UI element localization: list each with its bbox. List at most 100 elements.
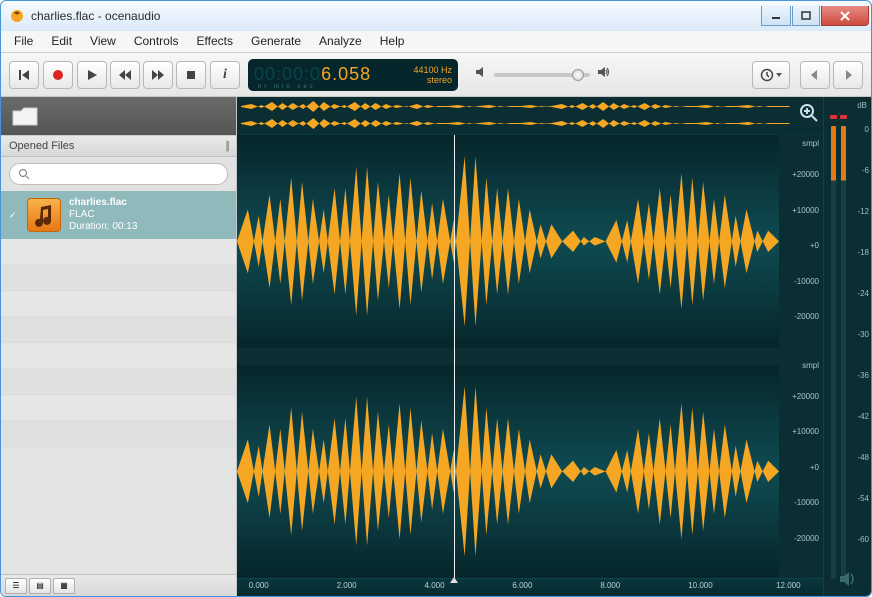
amp-label: smpl xyxy=(779,361,819,370)
waveform-channel-2 xyxy=(237,365,779,578)
list-item xyxy=(1,395,236,421)
db-label: -54 xyxy=(851,494,869,503)
amp-label: +20000 xyxy=(779,170,819,179)
list-item xyxy=(1,343,236,369)
play-button[interactable] xyxy=(77,61,107,89)
volume-slider[interactable] xyxy=(494,73,590,77)
time-tick: 2.000 xyxy=(337,581,357,590)
overview-channel-1 xyxy=(241,99,793,114)
time-display: 00:00:06.058 hr min sec 44100 Hz stereo xyxy=(248,59,458,91)
nav-back-button[interactable] xyxy=(800,61,830,89)
sidebar-section-header[interactable]: Opened Files ||| xyxy=(1,135,236,157)
record-button[interactable] xyxy=(43,61,73,89)
playhead[interactable] xyxy=(454,135,455,578)
menu-file[interactable]: File xyxy=(5,31,42,52)
section-title: Opened Files xyxy=(9,140,74,152)
level-bars xyxy=(830,125,848,580)
rewind-button[interactable] xyxy=(110,61,140,89)
amp-label: +0 xyxy=(779,241,819,250)
file-selected-icon: ✓ xyxy=(9,210,19,221)
menu-help[interactable]: Help xyxy=(371,31,414,52)
peak-indicators xyxy=(830,115,848,119)
app-icon xyxy=(9,8,25,24)
db-label: -24 xyxy=(851,289,869,298)
menu-analyze[interactable]: Analyze xyxy=(310,31,371,52)
minimize-button[interactable] xyxy=(761,6,791,26)
sample-rate: 44100 Hz xyxy=(413,65,452,75)
db-meter: dB 0 -6 -12 -18 -24 -30 -36 -42 -48 -54 … xyxy=(823,97,871,596)
forward-button[interactable] xyxy=(143,61,173,89)
menu-view[interactable]: View xyxy=(81,31,125,52)
waveform-channel-1 xyxy=(237,135,779,348)
history-button[interactable] xyxy=(752,61,790,89)
amp-label: -20000 xyxy=(779,534,819,543)
volume-knob[interactable] xyxy=(572,69,584,81)
speaker-icon[interactable] xyxy=(838,571,858,592)
sidebar-footer: ☰ ▤ ▦ xyxy=(1,574,236,596)
view-list-button[interactable]: ☰ xyxy=(5,578,27,594)
section-grip-icon: ||| xyxy=(225,140,228,152)
close-button[interactable] xyxy=(821,6,869,26)
folder-icon xyxy=(11,105,39,127)
amp-label: -20000 xyxy=(779,312,819,321)
time-tick: 12.000 xyxy=(776,581,800,590)
file-thumb-icon xyxy=(27,198,61,232)
db-label: -12 xyxy=(851,207,869,216)
time-ruler[interactable]: 0.000 2.000 4.000 6.000 8.000 10.000 12.… xyxy=(237,578,823,596)
time-tick: 8.000 xyxy=(600,581,620,590)
search-icon xyxy=(18,168,30,180)
list-item xyxy=(1,291,236,317)
sidebar-search xyxy=(1,157,236,191)
volume-low-icon xyxy=(474,65,488,84)
list-item xyxy=(1,317,236,343)
channel-mode: stereo xyxy=(413,75,452,85)
level-bar-right xyxy=(840,125,847,580)
stop-button[interactable] xyxy=(176,61,206,89)
db-label: -6 xyxy=(851,166,869,175)
app-window: charlies.flac - ocenaudio File Edit View… xyxy=(0,0,872,597)
info-button[interactable]: i xyxy=(210,61,240,89)
amp-label: +10000 xyxy=(779,206,819,215)
nav-forward-button[interactable] xyxy=(833,61,863,89)
amp-label: +0 xyxy=(779,463,819,472)
amp-label: -10000 xyxy=(779,277,819,286)
db-label: -60 xyxy=(851,535,869,544)
waveform-editor: smpl +20000 +10000 +0 -10000 -20000 smpl… xyxy=(237,97,823,596)
view-details-button[interactable]: ▤ xyxy=(29,578,51,594)
amp-label: +20000 xyxy=(779,392,819,401)
menu-controls[interactable]: Controls xyxy=(125,31,188,52)
menu-generate[interactable]: Generate xyxy=(242,31,310,52)
view-grid-button[interactable]: ▦ xyxy=(53,578,75,594)
tracks-container[interactable]: smpl +20000 +10000 +0 -10000 -20000 smpl… xyxy=(237,135,823,578)
list-item xyxy=(1,265,236,291)
search-input[interactable] xyxy=(30,168,219,180)
time-tick: 0.000 xyxy=(249,581,269,590)
db-label: 0 xyxy=(851,125,869,134)
db-header: dB xyxy=(857,101,867,110)
sidebar-header xyxy=(1,97,236,135)
db-label: -42 xyxy=(851,412,869,421)
main-area: Opened Files ||| ✓ charlies.flac FL xyxy=(1,97,871,596)
file-duration: Duration: 00:13 xyxy=(69,221,137,233)
zoom-in-button[interactable] xyxy=(799,103,819,128)
skip-start-button[interactable] xyxy=(9,61,39,89)
db-label: -30 xyxy=(851,330,869,339)
time-tick: 10.000 xyxy=(688,581,712,590)
overview-channel-2 xyxy=(241,116,793,131)
volume-control xyxy=(474,65,612,84)
amp-label: -10000 xyxy=(779,498,819,507)
file-list[interactable]: ✓ charlies.flac FLAC Duration: 00:13 xyxy=(1,191,236,574)
db-label: -18 xyxy=(851,248,869,257)
file-row[interactable]: ✓ charlies.flac FLAC Duration: 00:13 xyxy=(1,191,236,239)
time-tick: 6.000 xyxy=(512,581,532,590)
list-item xyxy=(1,421,236,447)
db-label: -48 xyxy=(851,453,869,462)
menu-edit[interactable]: Edit xyxy=(42,31,81,52)
file-name: charlies.flac xyxy=(69,197,137,209)
titlebar[interactable]: charlies.flac - ocenaudio xyxy=(1,1,871,31)
overview-track[interactable] xyxy=(237,97,823,135)
counter-lit: 6.058 xyxy=(321,64,371,85)
db-label: -36 xyxy=(851,371,869,380)
menu-effects[interactable]: Effects xyxy=(188,31,242,52)
maximize-button[interactable] xyxy=(792,6,820,26)
